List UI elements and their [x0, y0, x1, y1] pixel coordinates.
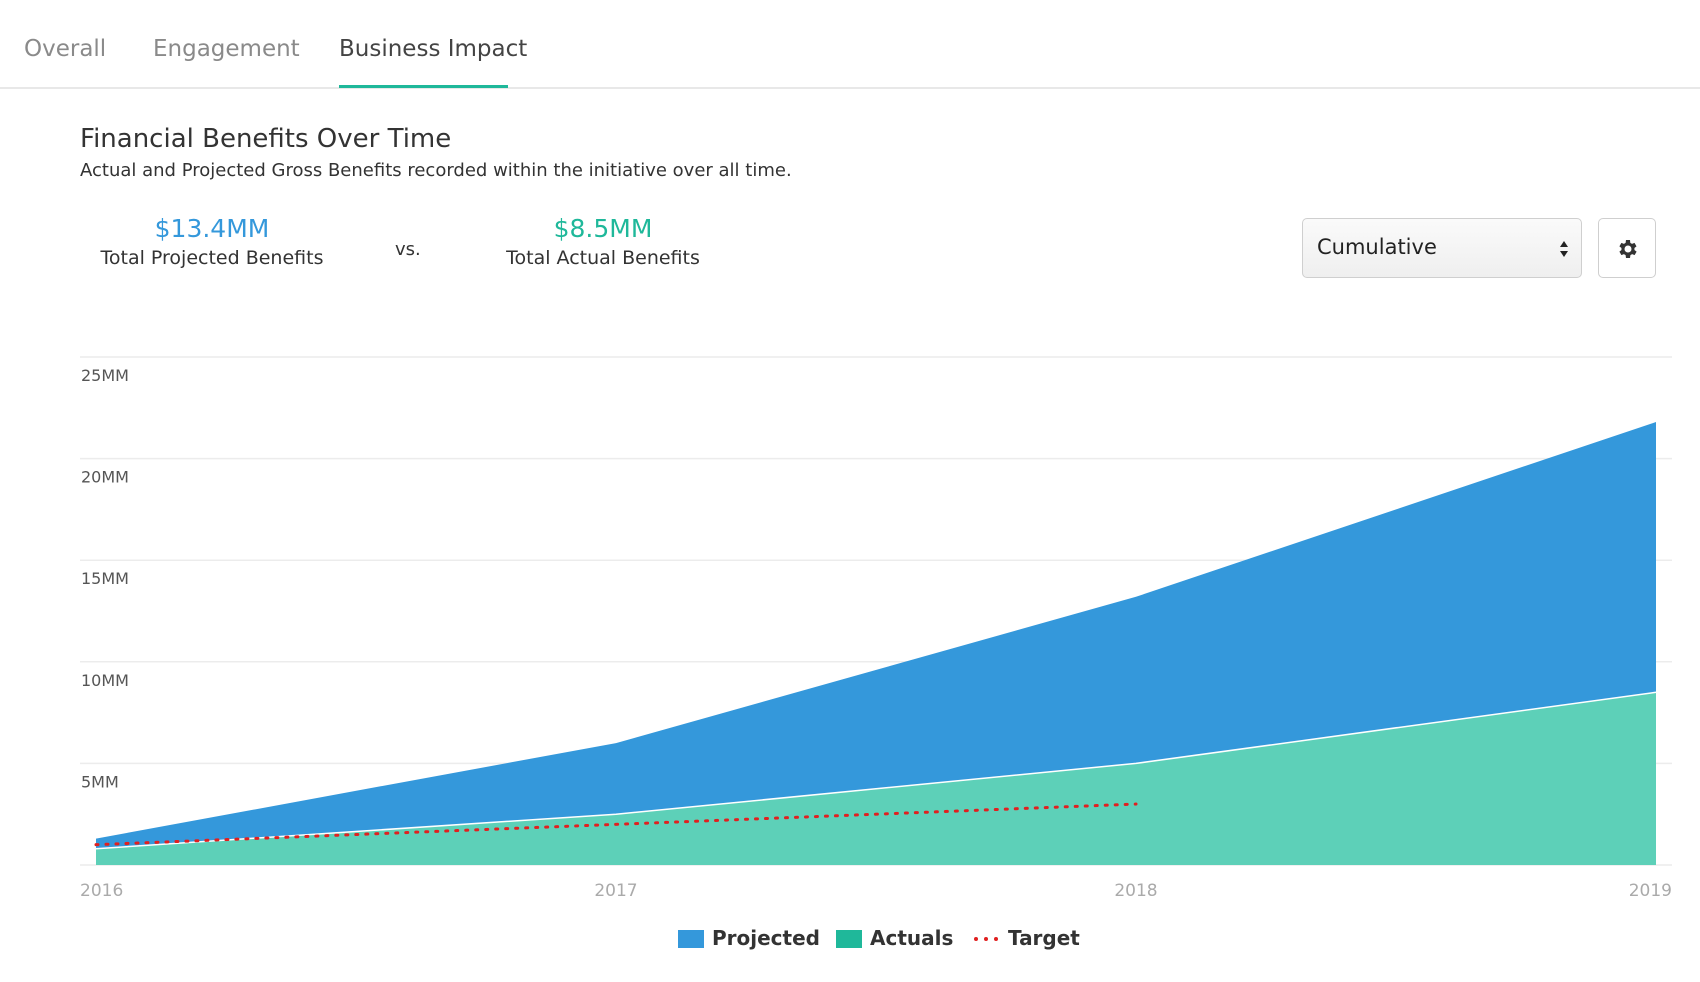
y-tick-label: 15MM	[81, 569, 129, 588]
kpi-projected-value: $13.4MM	[154, 214, 270, 243]
series-line-target	[94, 802, 1138, 847]
x-tick-label: 2017	[594, 881, 637, 901]
select-arrows-icon	[1560, 241, 1568, 257]
legend-dots-target	[974, 937, 998, 941]
series-line-actuals	[95, 691, 1657, 850]
settings-button[interactable]	[1598, 218, 1656, 278]
kpi-projected-label: Total Projected Benefits	[100, 247, 324, 269]
legend-label-actuals: Actuals	[870, 926, 954, 950]
legend-dot	[994, 937, 998, 941]
x-tick-label: 2016	[80, 881, 123, 901]
section-title: Financial Benefits Over Time	[80, 124, 452, 154]
active-tab-indicator	[339, 85, 508, 88]
gear-icon	[1619, 240, 1637, 258]
legend-swatch-actuals	[836, 930, 862, 948]
area-actuals	[96, 692, 1656, 865]
tab-overall[interactable]: Overall	[24, 36, 107, 62]
legend-swatch-projected	[678, 930, 704, 948]
kpi-actual-label: Total Actual Benefits	[506, 247, 700, 269]
chart-lines	[94, 802, 1138, 847]
mode-select-value: Cumulative	[1317, 235, 1437, 259]
x-axis-tick-labels: 2016 2017 2018 2019	[80, 881, 1672, 901]
mode-select[interactable]: Cumulative	[1302, 218, 1582, 278]
x-tick-label: 2019	[1629, 881, 1672, 901]
legend-label-target: Target	[1008, 926, 1080, 950]
kpi-projected: $13.4MM Total Projected Benefits	[100, 214, 324, 269]
tab-business-impact[interactable]: Business Impact	[339, 36, 528, 62]
y-tick-label: 20MM	[81, 468, 129, 487]
y-tick-label: 5MM	[81, 772, 119, 791]
legend-dot	[974, 937, 978, 941]
legend-dot	[984, 937, 988, 941]
y-tick-label: 25MM	[81, 366, 129, 385]
chart-areas	[95, 422, 1657, 865]
chart-legend: Projected Actuals Target	[0, 926, 1700, 956]
tab-engagement[interactable]: Engagement	[153, 36, 300, 62]
kpi-vs-text: vs.	[395, 239, 421, 260]
legend-label-projected: Projected	[712, 926, 820, 950]
section-subtitle: Actual and Projected Gross Benefits reco…	[80, 160, 792, 181]
x-tick-label: 2018	[1114, 881, 1157, 901]
kpi-actual: $8.5MM Total Actual Benefits	[498, 214, 708, 269]
y-tick-label: 10MM	[81, 671, 129, 690]
kpi-actual-value: $8.5MM	[553, 214, 653, 243]
benefits-area-chart: 5MM 10MM 15MM 20MM 25MM 2016 2017 2018 2019	[80, 356, 1672, 901]
y-axis-tick-labels: 5MM 10MM 15MM 20MM 25MM	[81, 366, 129, 791]
tab-bar: Overall Engagement Business Impact	[0, 0, 1700, 89]
